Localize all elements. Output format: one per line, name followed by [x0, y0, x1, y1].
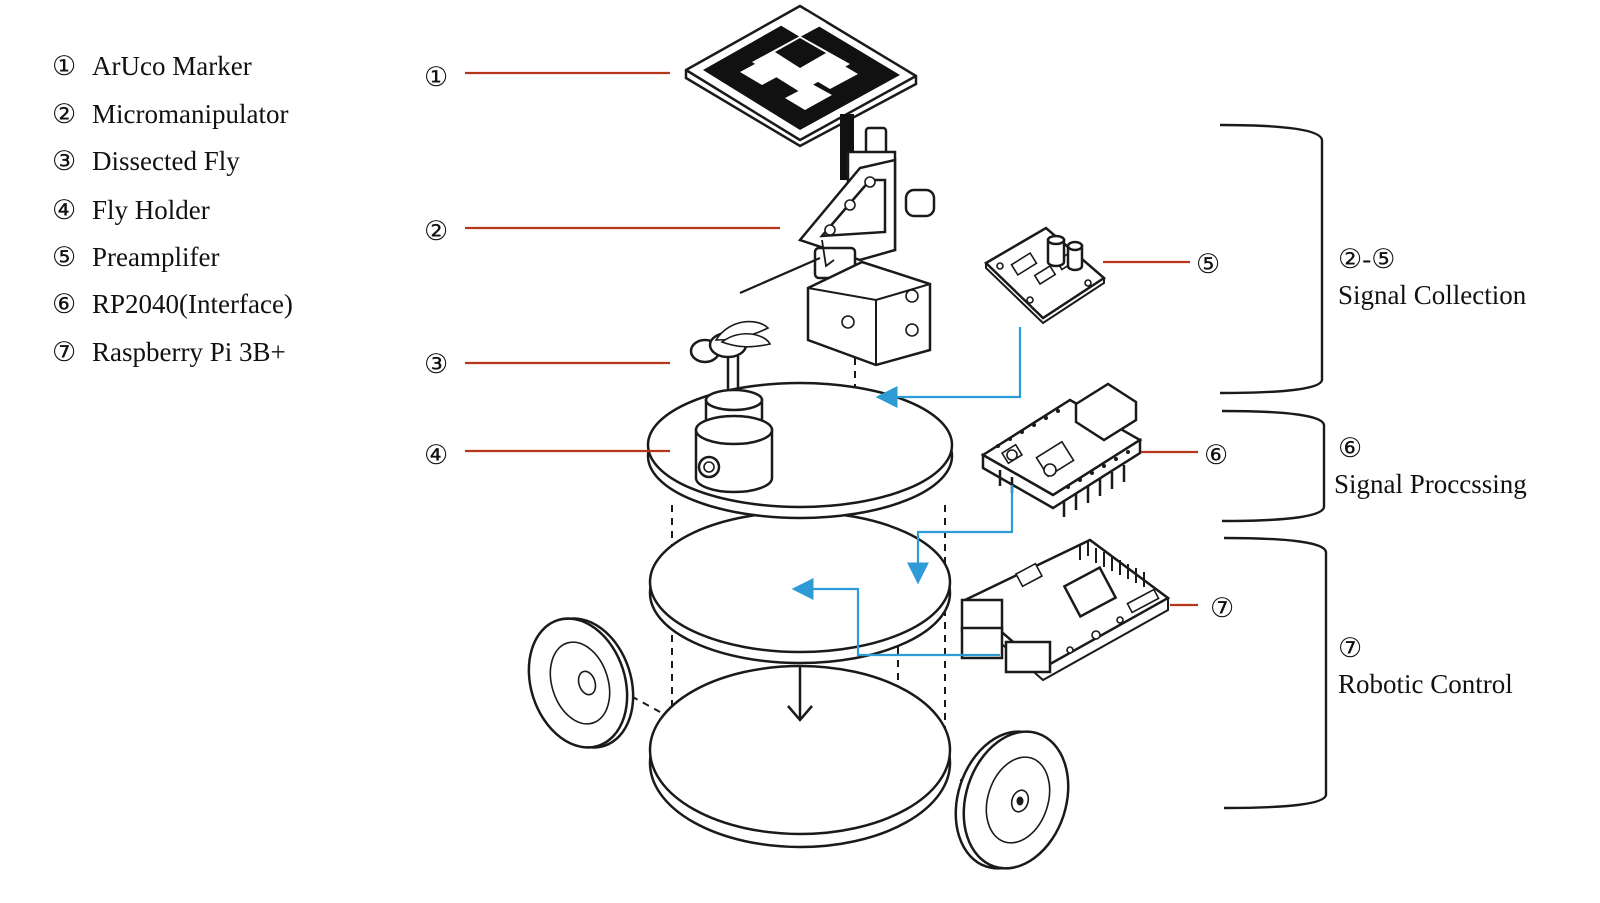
legend-item: ⑥ RP2040(Interface) [52, 289, 293, 319]
legend-num: ⑦ [52, 337, 76, 367]
callout-number: ③ [424, 349, 448, 379]
raspberry-pi-board [960, 538, 1171, 682]
group-labels: ②-⑤ Signal Collection ⑥ Signal Proccssin… [1334, 244, 1527, 699]
callouts: ① ② ③ ④ ⑤ ⑥ ⑦ [424, 62, 1234, 623]
flow-arrow-rp2040-to-plate [907, 485, 1014, 585]
callout-number: ① [424, 62, 448, 92]
group-number: ⑦ [1338, 633, 1362, 663]
callout-number: ⑥ [1204, 440, 1228, 470]
brace-robotic-control [1223, 536, 1328, 810]
legend-label: Dissected Fly [92, 146, 240, 176]
legend-item: ④ Fly Holder [52, 195, 210, 225]
fly-holder [694, 388, 774, 494]
group-number: ⑥ [1338, 433, 1362, 463]
flow-arrow-preamp-to-plate [875, 327, 1022, 408]
legend-num: ⑥ [52, 289, 76, 319]
right-wheel [954, 730, 1070, 870]
legend-item: ③ Dissected Fly [52, 146, 240, 176]
callout-number: ⑤ [1196, 249, 1220, 279]
legend-label: Raspberry Pi 3B+ [92, 337, 286, 367]
brace-signal-collection [1219, 123, 1324, 395]
callout-number: ② [424, 216, 448, 246]
legend-label: Fly Holder [92, 195, 210, 225]
preamplifier-board [983, 226, 1107, 325]
chassis-plates [646, 381, 954, 849]
legend-num: ③ [52, 146, 76, 176]
middle-plate [648, 510, 952, 665]
legend-num: ② [52, 99, 76, 129]
legend-item: ① ArUco Marker [52, 51, 252, 81]
group-label: Robotic Control [1338, 669, 1513, 699]
callout-number: ④ [424, 440, 448, 470]
aruco-marker [684, 4, 918, 180]
left-wheel [527, 617, 635, 749]
bottom-plate [648, 664, 952, 849]
group-braces [1219, 123, 1328, 810]
micromanipulator [739, 126, 936, 367]
group-label: Signal Proccssing [1334, 469, 1527, 499]
legend-label: Micromanipulator [92, 99, 288, 129]
top-plate [646, 381, 954, 520]
group-label: Signal Collection [1338, 280, 1527, 310]
legend-label: ArUco Marker [92, 51, 252, 81]
legend-num: ⑤ [52, 242, 76, 272]
callout-number: ⑦ [1210, 593, 1234, 623]
dissected-fly [689, 320, 772, 395]
group-number: ②-⑤ [1338, 244, 1395, 274]
signal-flow-arrows [791, 327, 1022, 657]
legend: ① ArUco Marker ② Micromanipulator ③ Diss… [52, 51, 293, 367]
legend-num: ④ [52, 195, 76, 225]
legend-num: ① [52, 51, 76, 81]
legend-item: ⑦ Raspberry Pi 3B+ [52, 337, 286, 367]
brace-signal-processing [1221, 409, 1326, 523]
flow-arrow-pi-to-plate [791, 578, 1000, 657]
legend-item: ② Micromanipulator [52, 99, 288, 129]
legend-item: ⑤ Preamplifer [52, 242, 219, 272]
legend-label: RP2040(Interface) [92, 289, 293, 319]
rp2040-board [980, 382, 1143, 517]
legend-label: Preamplifer [92, 242, 219, 272]
